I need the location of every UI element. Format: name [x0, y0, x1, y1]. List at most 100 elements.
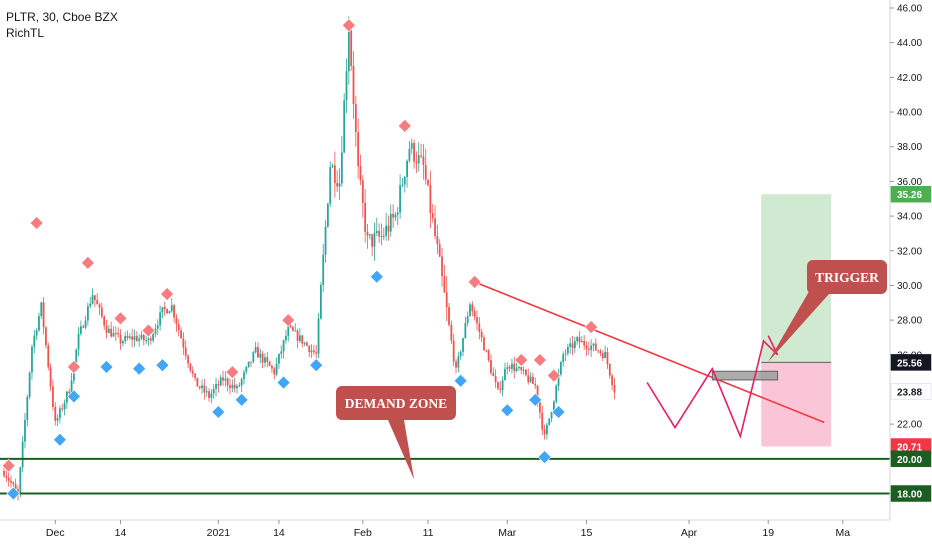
candle-body	[539, 401, 541, 413]
candle-body	[599, 351, 602, 354]
candle-body	[138, 338, 141, 341]
candle-body	[271, 365, 273, 369]
time-tick-label: Apr	[681, 527, 698, 539]
candle-body	[161, 307, 164, 313]
candle-body	[296, 330, 299, 341]
candle-body	[252, 352, 255, 362]
price-tick-label: 32.00	[897, 246, 922, 257]
candle-body	[443, 276, 446, 293]
bottom-marker	[309, 358, 324, 373]
candle-body	[49, 367, 52, 387]
candle-body	[12, 482, 15, 485]
candle-body	[215, 384, 217, 390]
symbol-title[interactable]: PLTR, 30, Cboe BZX	[6, 10, 118, 24]
candle-body	[445, 292, 448, 308]
time-tick-label: 19	[762, 527, 774, 539]
candle-body	[364, 202, 367, 232]
candle-body	[173, 305, 175, 318]
candle-body	[103, 316, 106, 326]
callout-box	[807, 260, 887, 294]
candle-body	[420, 155, 422, 157]
candle-body	[117, 333, 120, 335]
candle-body	[31, 346, 33, 373]
candle-body	[205, 391, 208, 393]
candle-body	[194, 373, 196, 378]
candle-body	[124, 336, 127, 342]
candle-body	[522, 369, 525, 371]
candle-body	[415, 161, 418, 164]
candle-body	[266, 357, 269, 362]
candle-body	[573, 341, 576, 349]
candle-body	[254, 347, 257, 353]
candle-body	[485, 350, 488, 352]
candle-body	[105, 325, 108, 334]
candle-body	[182, 338, 185, 348]
candle-body	[324, 226, 327, 255]
time-tick-label: 11	[423, 527, 434, 539]
chart-header: PLTR, 30, Cboe BZX RichTL	[6, 9, 118, 41]
time-tick-label: Dec	[46, 527, 65, 539]
candle-body	[156, 325, 159, 329]
price-tick-label: 34.00	[897, 212, 922, 223]
bottom-marker	[132, 361, 147, 376]
candle-body	[373, 232, 376, 247]
candles	[3, 16, 616, 501]
top-marker	[141, 323, 156, 338]
time-tick-label: Ma	[836, 527, 851, 539]
candle-body	[128, 336, 131, 339]
candle-body	[459, 351, 462, 357]
candle-body	[333, 165, 336, 184]
price-label-bg	[890, 383, 932, 400]
price-tick-label: 30.00	[897, 281, 922, 292]
candle-body	[222, 377, 224, 381]
bottom-marker	[537, 450, 552, 465]
price-label: 20.71	[897, 443, 922, 454]
candle-body	[149, 338, 152, 341]
top-marker	[225, 365, 240, 380]
demand-zone-label: DEMAND ZONE	[345, 396, 447, 411]
candle-body	[545, 424, 548, 435]
candle-body	[233, 384, 236, 389]
candle-body	[527, 375, 530, 383]
candle-body	[135, 336, 138, 341]
candle-body	[245, 366, 248, 373]
candle-body	[280, 351, 283, 354]
bottom-marker	[500, 403, 515, 418]
candle-body	[226, 378, 229, 386]
candle-body	[100, 307, 103, 317]
candle-body	[594, 343, 597, 351]
candle-body	[532, 376, 534, 384]
top-marker	[281, 313, 296, 328]
time-tick-label: 14	[115, 527, 127, 539]
candle-body	[236, 385, 238, 389]
candle-body	[569, 343, 572, 347]
candle-body	[114, 333, 117, 335]
bottom-marker	[528, 392, 543, 407]
candle-body	[340, 152, 343, 184]
bottom-marker	[453, 373, 468, 388]
candle-body	[476, 317, 478, 324]
time-tick-label: Mar	[498, 527, 517, 539]
candle-body	[406, 160, 408, 178]
projection-path	[646, 335, 779, 439]
candle-body	[329, 167, 332, 204]
candle-body	[515, 368, 518, 372]
top-marker	[160, 287, 175, 302]
price-axis: 46.00 44.00 42.00 40.00 38.00 36.00 34.00 32.00…	[889, 0, 932, 520]
callouts: DEMAND ZONE TRIGGER	[336, 260, 887, 480]
candle-body	[506, 367, 509, 369]
candle-body	[548, 418, 551, 425]
candle-body	[275, 363, 278, 375]
candle-body	[91, 295, 94, 304]
price-label-bg	[890, 485, 932, 502]
candle-body	[198, 386, 201, 388]
candle-body	[611, 375, 614, 386]
candle-body	[606, 351, 609, 365]
bottom-marker	[551, 405, 566, 419]
indicator-label[interactable]: RichTL	[6, 26, 45, 40]
candle-body	[45, 327, 47, 346]
candle-body	[587, 348, 590, 350]
candle-body	[201, 385, 203, 388]
candle-body	[469, 304, 471, 317]
